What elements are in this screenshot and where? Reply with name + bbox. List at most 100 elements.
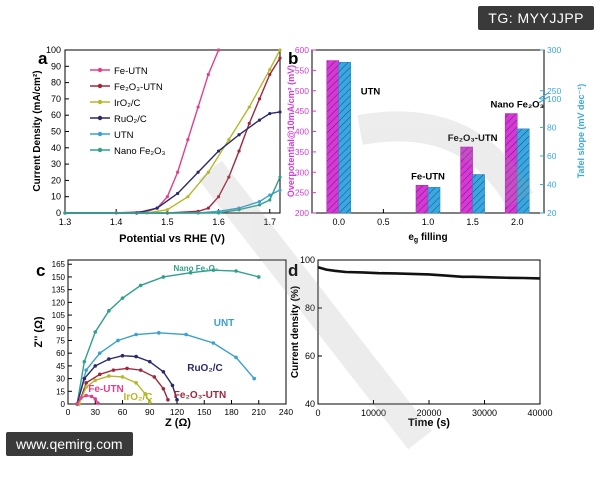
panel-c-point	[161, 275, 166, 279]
panel-c-xtick-label: 120	[170, 407, 184, 417]
panel-d-xtick-label: 40000	[527, 408, 552, 418]
diagonal-watermark	[198, 111, 534, 450]
panel-a-point	[206, 206, 210, 210]
panel-a-ytick-label: 40	[51, 143, 61, 153]
panel-c-ytick-label: 135	[52, 286, 66, 295]
panel-c-xtick-label: 30	[91, 407, 101, 417]
panel-c-series-line	[76, 332, 255, 405]
panel-c-point	[82, 359, 87, 364]
panel-a-ytick-label: 50	[51, 127, 61, 137]
panel-c-point	[256, 275, 261, 279]
panel-c-point	[84, 368, 88, 372]
panel-d-series-line	[317, 265, 541, 280]
panel-b-xlabel: eg filling	[408, 232, 447, 244]
panel-c-ytick-label: 105	[52, 311, 66, 320]
panel-c-point	[107, 374, 111, 378]
panel-a-point	[216, 48, 221, 52]
panel-d-ytick-label: 80	[305, 303, 315, 313]
panel-b-xtick-label: 1.0	[422, 217, 435, 227]
panel-c-xtick-label: 0	[66, 407, 71, 417]
panel-c-ytick-label: 90	[56, 324, 65, 333]
panel-a-legend: Fe-UTN Fe₂O₃-UTN IrO₂/C RuO₂/C UTN Nano Fe₂O₃	[90, 66, 166, 157]
panel-b-ytick-right-label: 250	[547, 86, 561, 96]
panel-a-point	[237, 208, 241, 212]
panel-a-ytick-label: 90	[51, 61, 61, 71]
panel-c-series-line	[76, 355, 178, 405]
panel-c-ytick-label: 30	[56, 375, 65, 384]
panel-c-point	[157, 331, 161, 335]
panel-a-xtick-label: 1.7	[264, 217, 277, 227]
panel-c-point	[170, 383, 175, 388]
panel-c-point	[211, 341, 216, 345]
panel-a-ytick-label: 20	[51, 175, 61, 185]
panel-c-point	[120, 296, 125, 300]
panel-d-ticks: 0 10000 20000 30000 40000 40 60 80 100	[300, 255, 553, 418]
panel-a-ytick-label: 80	[51, 78, 61, 88]
panel-b-bar-tafel	[338, 61, 352, 214]
panel-b-bars	[326, 60, 530, 214]
panel-a-ytick-label: 70	[51, 94, 61, 104]
panel-a-legend-marker	[97, 131, 103, 137]
panel-a-point	[278, 56, 282, 60]
panel-c-point	[152, 375, 157, 379]
panel-c-ytick-label: 0	[61, 400, 66, 409]
panel-a-point	[268, 198, 272, 202]
panel-c-point	[82, 376, 87, 381]
panel-a: a Potential vs RHE (V) Current Density (…	[32, 45, 282, 245]
panel-c: c Z (Ω) Z'' (Ω) 0 30 60 90 120 150 180 210 240 0 1…	[33, 259, 293, 429]
panel-c-series-label: UNT	[214, 318, 235, 329]
panel-a-series-line	[65, 49, 281, 214]
panel-d-xtick-label: 10000	[361, 408, 386, 418]
panel-b-xtick-label: 0.0	[333, 217, 346, 227]
panel-b-xtick-label: 1.5	[466, 217, 479, 227]
panel-c-point	[93, 330, 98, 334]
panel-a-series	[63, 48, 282, 215]
panel-c-series-label: Fe₂O₃-UTN	[174, 390, 226, 401]
panel-c-point	[134, 332, 138, 337]
panel-a-point	[63, 211, 67, 215]
panel-a-point	[257, 203, 262, 207]
panel-c-point	[161, 370, 166, 374]
panel-a-point	[155, 206, 159, 210]
panel-c-point	[107, 309, 111, 313]
panel-c-series-labels: Nano Fe₂O₃ UNT RuO₂/C Fe₂O₃-UTN IrO₂/CFe-UTN	[88, 264, 234, 403]
panel-a-point	[268, 67, 272, 72]
panel-a-point	[257, 97, 262, 101]
panel-c-series-label: RuO₂/C	[187, 363, 223, 374]
panel-b-ytick-left-label: 500	[295, 86, 309, 96]
panel-c-point	[97, 351, 102, 355]
panel-a-legend-marker	[97, 83, 103, 89]
panel-c-point	[143, 392, 148, 396]
panel-c-ytick-label: 150	[52, 273, 66, 282]
panel-c-point	[89, 394, 94, 399]
panel-c-ytick-label: 15	[56, 387, 65, 396]
panel-b-ytick-right-label: 20	[547, 208, 557, 218]
panel-c-point	[116, 338, 120, 343]
panel-c-point	[138, 283, 143, 288]
panel-a-point	[257, 118, 262, 122]
panel-b-ytick-right-label: 100	[547, 94, 561, 104]
panel-a-point	[278, 188, 282, 192]
panel-b-group-label: Fe-UTN	[411, 171, 445, 182]
panel-c-point	[211, 268, 216, 272]
panel-c-point	[84, 385, 88, 389]
panel-a-legend-marker	[97, 99, 103, 105]
panel-a-point	[237, 133, 241, 137]
panel-b-group-label: Fe₂O₃-UTN	[448, 133, 498, 144]
panel-b-group-label: Nano Fe₂O₃	[490, 100, 543, 111]
panel-c-xlabel: Z (Ω)	[165, 417, 191, 429]
panel-b-ytick-right-label: 80	[547, 122, 557, 132]
panel-c-series-label: Nano Fe₂O₃	[173, 264, 218, 273]
panel-a-xtick-label: 1.5	[161, 217, 174, 227]
panel-d-xlabel: Time (s)	[408, 417, 450, 429]
panel-c-point	[93, 364, 98, 368]
panel-b-bar-tafel	[427, 187, 441, 214]
panel-b-bar-tafel	[472, 174, 485, 214]
panel-b-ytick-right-label: 300	[547, 45, 561, 55]
panel-c-xtick-label: 210	[252, 407, 266, 417]
panel-a-point	[257, 199, 262, 204]
panel-c-ytick-label: 75	[56, 336, 65, 345]
panel-c-xtick-label: 240	[279, 407, 293, 417]
panel-a-series-line	[65, 57, 281, 214]
panel-b-axis-break	[538, 96, 550, 104]
